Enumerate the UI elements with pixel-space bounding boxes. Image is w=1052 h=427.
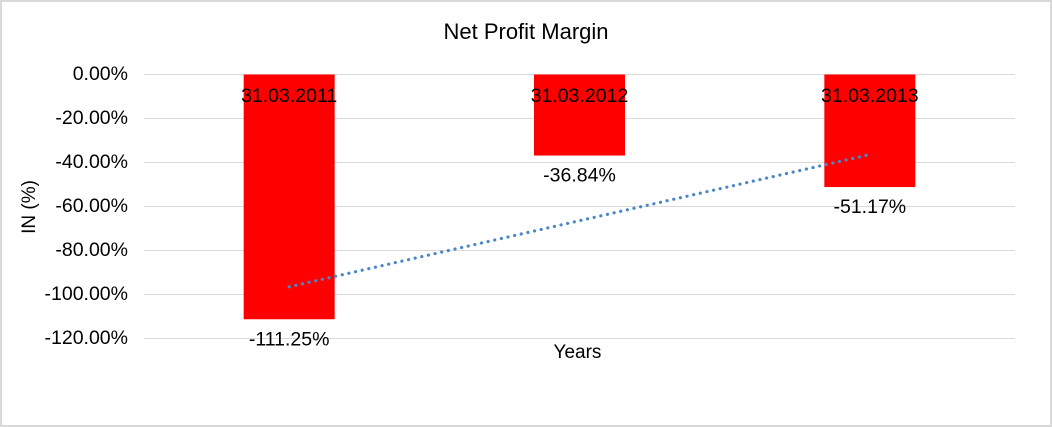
- y-axis-tick-label: -60.00%: [55, 195, 128, 217]
- bar: [243, 74, 335, 320]
- bar-category-label: 31.03.2013: [821, 85, 919, 107]
- y-axis-tick-label: -20.00%: [55, 107, 128, 129]
- y-axis-tick-label: -120.00%: [45, 327, 128, 349]
- x-axis-title: Years: [553, 342, 602, 363]
- trendline: [287, 152, 872, 289]
- bar-value-label: -36.84%: [543, 165, 616, 187]
- bar-category-label: 31.03.2012: [531, 85, 629, 107]
- y-axis-tick-label: -80.00%: [55, 239, 128, 261]
- y-axis-tick-label: 0.00%: [73, 63, 128, 85]
- bar-category-label: 31.03.2011: [241, 85, 337, 107]
- bar: [534, 74, 625, 156]
- bar: [824, 74, 916, 188]
- y-axis-tick-label: -100.00%: [45, 283, 128, 305]
- chart-title: Net Profit Margin: [443, 19, 609, 44]
- y-axis-tick-label: -40.00%: [55, 151, 128, 173]
- bar-value-label: -51.17%: [834, 196, 907, 218]
- bar-value-label: -111.25%: [249, 328, 330, 350]
